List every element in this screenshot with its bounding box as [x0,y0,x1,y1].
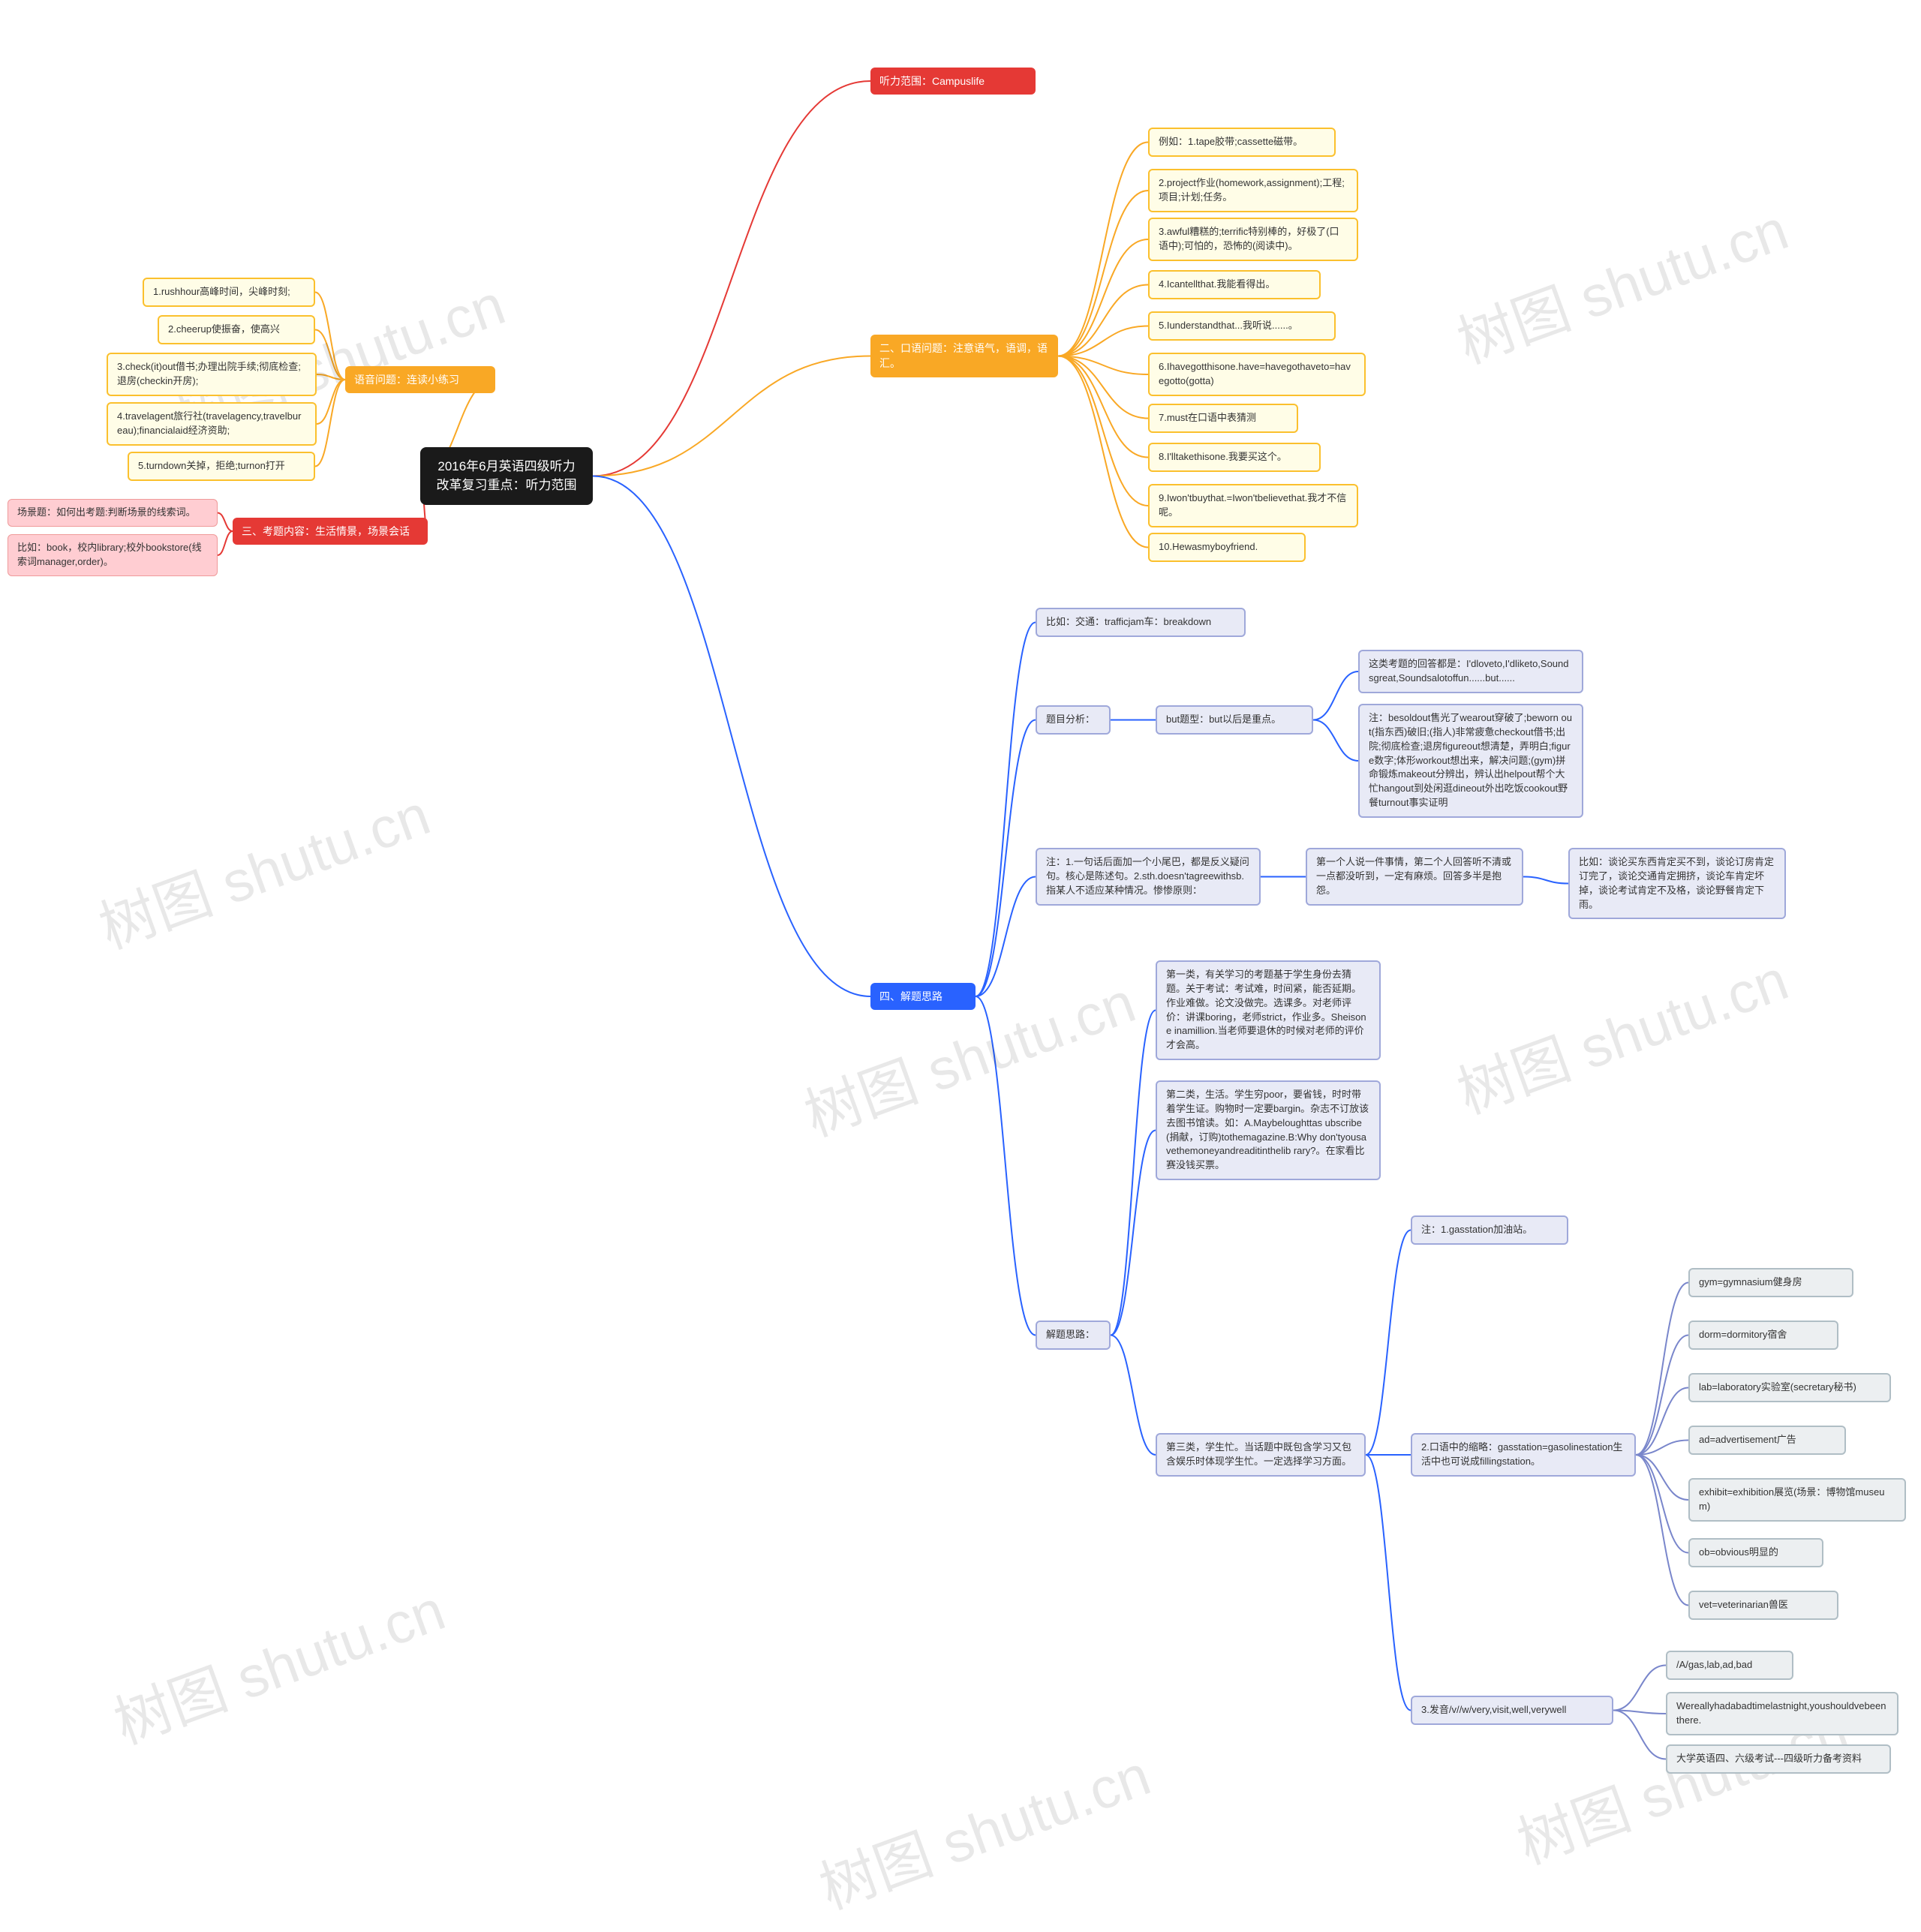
mindmap-node[interactable]: 注：1.一句话后面加一个小尾巴，都是反义疑问句。核心是陈述句。2.sth.doe… [1036,848,1261,906]
edge [218,531,233,555]
edge [1058,356,1148,419]
edge [1111,1131,1156,1336]
edge [976,623,1036,997]
mindmap-node[interactable]: 2.口语中的缩略：gasstation=gasolinestation生活中也可… [1411,1433,1636,1477]
mindmap-node[interactable]: 这类考题的回答都是：I'dloveto,I'dliketo,Soundsgrea… [1358,650,1583,693]
edge [1613,1666,1666,1711]
root-node[interactable]: 2016年6月英语四级听力改革复习重点：听力范围 [420,447,593,505]
mindmap-node[interactable]: Wereallyhadabadtimelastnight,youshouldve… [1666,1692,1898,1735]
edge [1636,1336,1688,1456]
edge [317,380,345,424]
edge [1636,1388,1688,1456]
mindmap-node[interactable]: 5.turndown关掉，拒绝;turnon打开 [128,452,315,481]
mindmap-node[interactable]: 解题思路： [1036,1321,1111,1350]
mindmap-node[interactable]: 三、考题内容：生活情景，场景会话 [233,518,428,545]
mindmap-node[interactable]: 二、口语问题：注意语气，语调，语汇。 [870,335,1058,377]
mindmap-node[interactable]: 2.cheerup使振奋，使高兴 [158,315,315,344]
mindmap-node[interactable]: 7.must在口语中表猜测 [1148,404,1298,433]
watermark: 树图 shutu.cn [807,1729,1159,1925]
mindmap-node[interactable]: 4.travelagent旅行社(travelagency,travelbure… [107,402,317,446]
mindmap-node[interactable]: ad=advertisement广告 [1688,1426,1846,1455]
mindmap-node[interactable]: 2.project作业(homework,assignment);工程;项目;计… [1148,169,1358,212]
edge [1058,285,1148,356]
mindmap-node[interactable]: 注：besoldout售光了wearout穿破了;beworn out(指东西)… [1358,704,1583,818]
mindmap-node[interactable]: 例如：1.tape胶带;cassette磁带。 [1148,128,1336,157]
mindmap-node[interactable]: 比如：谈论买东西肯定买不到，谈论订房肯定订完了，谈论交通肯定拥挤，谈论车肯定坏掉… [1568,848,1786,919]
edge [1313,720,1358,762]
edge [1636,1455,1688,1606]
mindmap-node[interactable]: 9.Iwon'tbuythat.=Iwon'tbelievethat.我才不信呢… [1148,484,1358,527]
mindmap-node[interactable]: 语音问题：连读小练习 [345,366,495,393]
mindmap-node[interactable]: 第三类，学生忙。当话题中既包含学习又包含娱乐时体现学生忙。一定选择学习方面。 [1156,1433,1366,1477]
edge [1366,1230,1411,1456]
edge [976,996,1036,1336]
mindmap-node[interactable]: 5.Iunderstandthat...我听说......。 [1148,311,1336,341]
edge [1058,356,1148,548]
mindmap-node[interactable]: gym=gymnasium健身房 [1688,1268,1853,1297]
edge [1613,1711,1666,1714]
mindmap-node[interactable]: but题型：but以后是重点。 [1156,705,1313,735]
edge [976,877,1036,997]
edge [593,476,870,997]
mindmap-node[interactable]: 1.rushhour高峰时间，尖峰时刻; [143,278,315,307]
mindmap-node[interactable]: 场景题：如何出考题:判断场景的线索词。 [8,499,218,527]
mindmap-node[interactable]: ob=obvious明显的 [1688,1538,1823,1567]
edge [1058,326,1148,356]
mindmap-node[interactable]: 比如：交通：trafficjam车：breakdown [1036,608,1246,637]
edge [1058,239,1148,356]
mindmap-node[interactable]: 题目分析： [1036,705,1111,735]
mindmap-node[interactable]: lab=laboratory实验室(secretary秘书) [1688,1373,1891,1402]
mindmap-node[interactable]: dorm=dormitory宿舍 [1688,1321,1838,1350]
watermark: 树图 shutu.cn [101,1564,454,1760]
watermark: 树图 shutu.cn [1445,184,1797,380]
edge [1636,1455,1688,1553]
edge [1636,1283,1688,1456]
edge [1313,672,1358,720]
mindmap-node[interactable]: 第二类，生活。学生穷poor，要省钱，时时带着学生证。购物时一定要bargin。… [1156,1080,1381,1180]
edge [593,81,870,476]
edge [218,513,233,532]
edge [1058,143,1148,356]
mindmap-node[interactable]: 3.发音/v//w/very,visit,well,verywell [1411,1696,1613,1725]
edge [1636,1455,1688,1500]
mindmap-node[interactable]: /A/gas,lab,ad,bad [1666,1651,1793,1680]
watermark: 树图 shutu.cn [86,769,439,965]
mindmap-node[interactable]: 3.check(it)out借书;办理出院手续;彻底检查;退房(checkin开… [107,353,317,396]
edge [1523,877,1568,884]
edge [315,380,345,467]
edge [1366,1455,1411,1711]
mindmap-node[interactable]: 比如：book，校内library;校外bookstore(线索词manager… [8,534,218,576]
mindmap-node[interactable]: 四、解题思路 [870,983,976,1010]
edge [976,720,1036,997]
mindmap-node[interactable]: 大学英语四、六级考试---四级听力备考资料 [1666,1744,1891,1774]
edge [1636,1441,1688,1456]
edge [315,330,345,380]
edge [593,356,870,476]
mindmap-node[interactable]: 6.Ihavegotthisone.have=havegothaveto=hav… [1148,353,1366,396]
mindmap-node[interactable]: 第一个人说一件事情，第二个人回答听不清或一点都没听到，一定有麻烦。回答多半是抱怨… [1306,848,1523,906]
edge [315,293,345,380]
mindmap-node[interactable]: 注：1.gasstation加油站。 [1411,1215,1568,1245]
watermark: 树图 shutu.cn [1445,934,1797,1130]
edge [1058,356,1148,375]
mindmap-node[interactable]: 10.Hewasmyboyfriend. [1148,533,1306,562]
mindmap-node[interactable]: 4.Icantellthat.我能看得出。 [1148,270,1321,299]
mindmap-node[interactable]: vet=veterinarian兽医 [1688,1591,1838,1620]
mindmap-canvas: 树图 shutu.cn 树图 shutu.cn 树图 shutu.cn 树图 shut… [0,0,1921,1932]
edge [1058,356,1148,458]
mindmap-node[interactable]: exhibit=exhibition展览(场景：博物馆museum) [1688,1478,1906,1522]
mindmap-node[interactable]: 听力范围：Campuslife [870,68,1036,95]
edge [1111,1336,1156,1456]
edge [317,374,345,380]
edge [1613,1711,1666,1759]
edge [1058,356,1148,506]
mindmap-node[interactable]: 3.awful糟糕的;terrific特别棒的，好极了(口语中);可怕的，恐怖的… [1148,218,1358,261]
mindmap-node[interactable]: 第一类，有关学习的考题基于学生身份去猜题。关于考试：考试难，时间紧，能否延期。作… [1156,960,1381,1060]
edge [1058,191,1148,356]
mindmap-node[interactable]: 8.I'lltakethisone.我要买这个。 [1148,443,1321,472]
edge [1111,1011,1156,1336]
